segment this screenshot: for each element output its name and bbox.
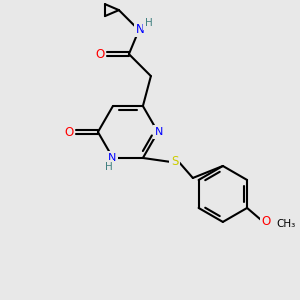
Text: O: O bbox=[261, 215, 271, 228]
Text: S: S bbox=[171, 155, 178, 169]
Text: H: H bbox=[145, 18, 153, 28]
Text: N: N bbox=[155, 127, 163, 137]
Text: CH₃: CH₃ bbox=[276, 219, 295, 229]
Text: H: H bbox=[105, 162, 113, 172]
Text: O: O bbox=[95, 48, 105, 61]
Text: N: N bbox=[108, 153, 116, 163]
Text: N: N bbox=[136, 22, 144, 36]
Text: O: O bbox=[64, 125, 74, 139]
